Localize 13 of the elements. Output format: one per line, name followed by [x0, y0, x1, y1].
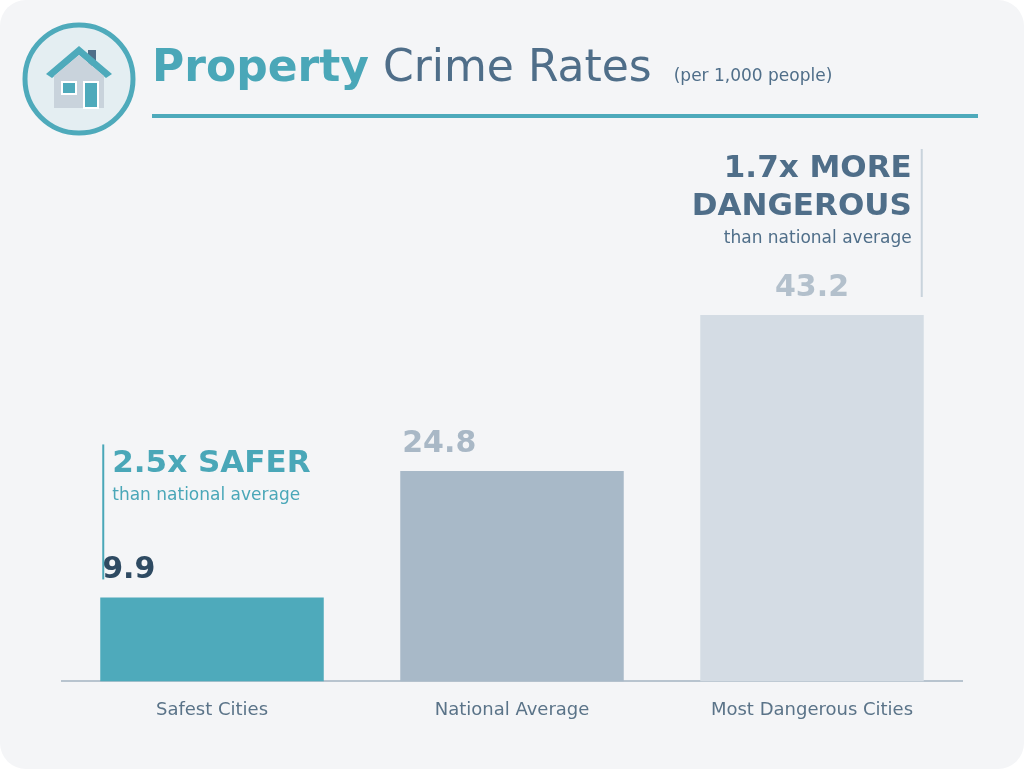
x-tick-label: National Average	[434, 697, 590, 719]
chart-title: Property Crime Rates	[152, 40, 652, 91]
x-tick-label: Safest Cities	[155, 697, 269, 719]
text: than national average	[723, 227, 912, 247]
data-label: 43.2	[774, 267, 850, 303]
data-label: 9.9	[102, 550, 156, 586]
text: DANGEROUS	[691, 186, 912, 222]
chart-subtitle: (per 1,000 people)	[673, 65, 833, 85]
x-tick-label: Most Dangerous Cities	[710, 697, 914, 719]
data-label: 24.8	[402, 423, 477, 459]
annotation: 2.5x SAFER	[112, 443, 311, 480]
annotation: than national average	[112, 484, 301, 505]
text: 1.7x MORE	[723, 148, 912, 184]
